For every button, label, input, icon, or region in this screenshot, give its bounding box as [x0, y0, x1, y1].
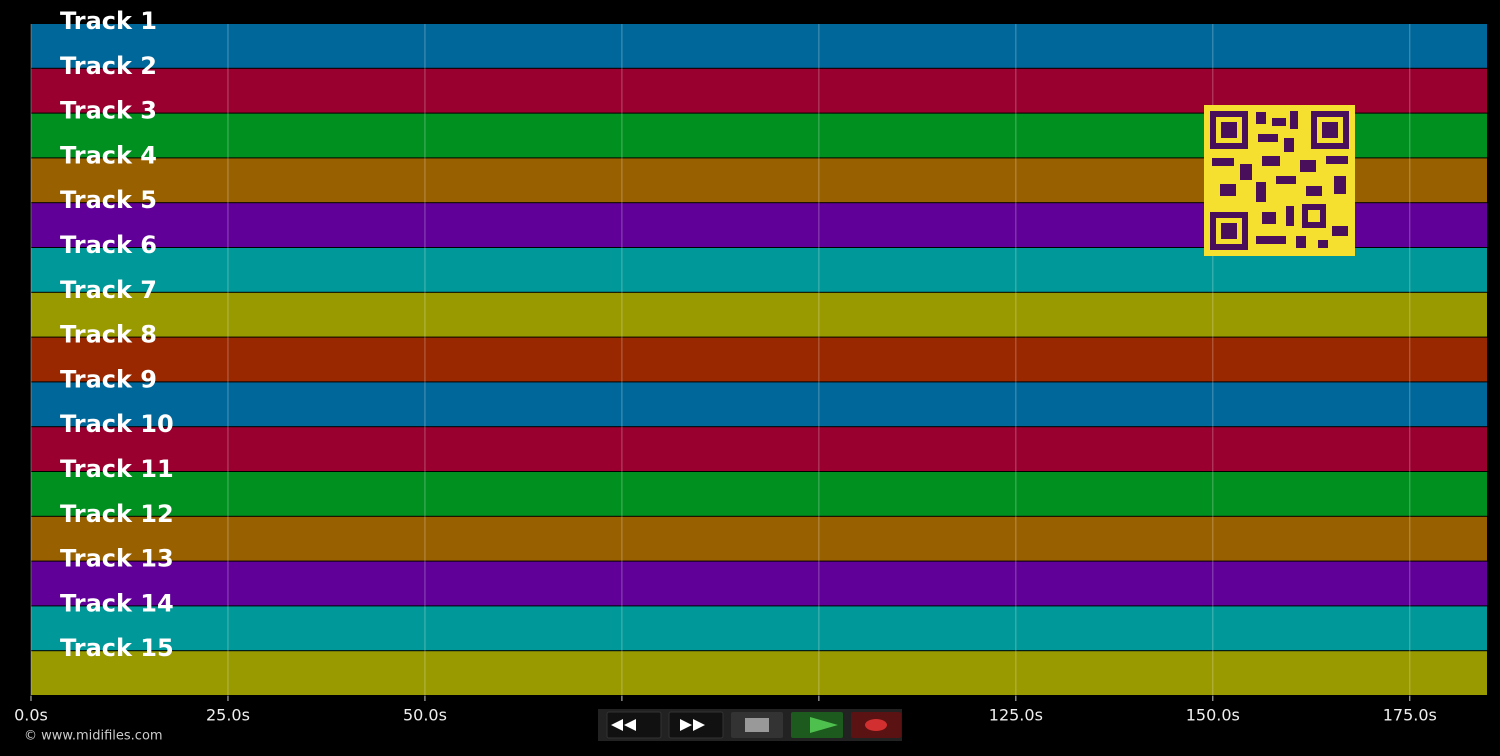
copyright: © www.midifiles.com [24, 729, 163, 744]
track-label: Track 9 [60, 365, 157, 393]
track-label: Track 1 [60, 7, 157, 35]
track-label: Track 4 [60, 141, 157, 169]
track-label: Track 15 [60, 634, 174, 662]
tick-label: 50.0s [403, 706, 447, 725]
record-button[interactable] [851, 712, 901, 738]
track-lane [31, 382, 1487, 427]
play-button[interactable] [791, 712, 843, 738]
track-lane [31, 427, 1487, 471]
track-lane [31, 24, 1487, 68]
qr-code [1204, 105, 1355, 256]
track-lane [31, 472, 1487, 516]
track-lane [31, 337, 1487, 382]
track-label: Track 14 [60, 589, 174, 617]
tick-label: 25.0s [206, 706, 250, 725]
track-label: Track 11 [60, 455, 174, 483]
track-label: Track 10 [60, 410, 174, 438]
track-label: Track 2 [60, 52, 157, 80]
tick-label: 125.0s [989, 706, 1043, 725]
forward-button[interactable] [668, 711, 724, 739]
track-lane [31, 292, 1487, 337]
transport-controls [598, 709, 902, 741]
tick-label: 175.0s [1383, 706, 1437, 725]
rewind-button[interactable] [606, 711, 662, 739]
track-lane [31, 606, 1487, 651]
track-label: Track 5 [60, 186, 157, 214]
track-lane [31, 651, 1487, 695]
stop-button[interactable] [731, 712, 783, 738]
track-label: Track 8 [60, 321, 157, 349]
track-lane [31, 516, 1487, 561]
track-lane [31, 561, 1487, 606]
track-label: Track 13 [60, 545, 174, 573]
track-label: Track 3 [60, 97, 157, 125]
track-label: Track 12 [60, 500, 174, 528]
track-labels: Track 1 Track 2 Track 3 Track 4 Track 5 Track… [60, 7, 174, 662]
tick-label: 150.0s [1186, 706, 1240, 725]
track-label: Track 6 [60, 231, 157, 259]
tick-label: 0.0s [14, 706, 48, 725]
track-label: Track 7 [60, 276, 157, 304]
